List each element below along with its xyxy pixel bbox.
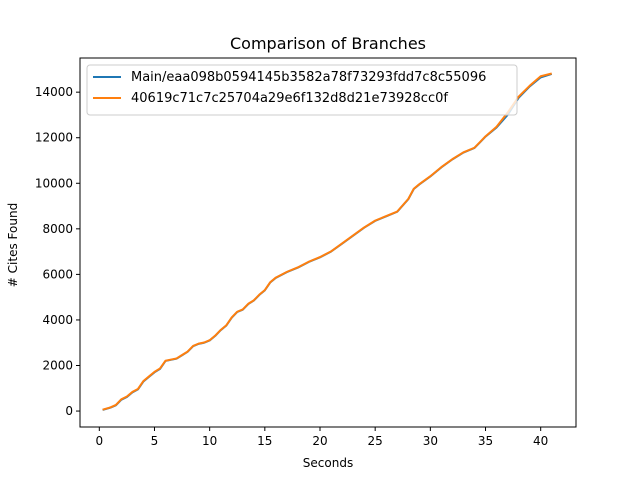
series-layer	[102, 72, 553, 411]
x-tick-label: 15	[257, 434, 272, 448]
chart-title: Comparison of Branches	[230, 34, 426, 53]
x-tick-label: 20	[312, 434, 327, 448]
x-axis: 0 5 10 15 20 25 30 35 40	[95, 427, 548, 448]
y-axis: 0 2000 4000 6000 8000 10000 12000 14000	[35, 85, 80, 418]
x-tick-label: 0	[95, 434, 103, 448]
y-tick-label: 4000	[42, 313, 73, 327]
y-axis-label: # Cites Found	[6, 203, 20, 287]
legend: Main/eaa098b0594145b3582a78f73293fdd7c8c…	[86, 64, 518, 116]
y-tick-label: 6000	[42, 267, 73, 281]
legend-label-branch: 40619c71c7c25704a29e6f132d8d21e73928cc0f	[131, 91, 448, 106]
y-tick-label: 12000	[35, 131, 73, 145]
y-tick-label: 10000	[35, 176, 73, 190]
y-tick-label: 2000	[42, 359, 73, 373]
legend-label-main: Main/eaa098b0594145b3582a78f73293fdd7c8c…	[131, 70, 486, 85]
y-tick-label: 14000	[35, 85, 73, 99]
series-line-1	[102, 72, 552, 411]
x-tick-label: 10	[202, 434, 217, 448]
legend-box	[86, 64, 518, 116]
x-tick-label: 35	[478, 434, 493, 448]
x-tick-label: 5	[151, 434, 159, 448]
x-tick-label: 40	[533, 434, 548, 448]
y-tick-label: 8000	[42, 222, 73, 236]
x-tick-label: 30	[423, 434, 438, 448]
x-axis-label: Seconds	[303, 456, 353, 470]
plot-frame	[79, 57, 577, 428]
y-tick-label: 0	[65, 404, 73, 418]
x-tick-label: 25	[368, 434, 383, 448]
